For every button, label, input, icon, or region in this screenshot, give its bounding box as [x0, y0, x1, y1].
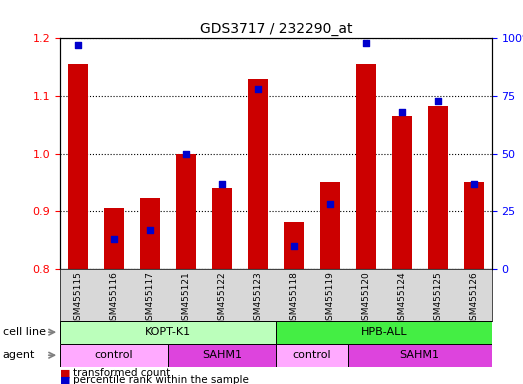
Text: GSM455122: GSM455122	[218, 271, 226, 326]
Bar	[428, 106, 448, 269]
Text: GSM455121: GSM455121	[181, 271, 190, 326]
Point	[254, 86, 262, 92]
Bar	[68, 65, 88, 269]
Bar	[140, 198, 160, 269]
Text: transformed count: transformed count	[73, 368, 170, 378]
Text: GSM455117: GSM455117	[145, 271, 154, 326]
Text: control: control	[95, 350, 133, 360]
Point	[218, 180, 226, 187]
Text: GSM455126: GSM455126	[469, 271, 478, 326]
Text: SAHM1: SAHM1	[400, 350, 440, 360]
Bar	[60, 321, 276, 344]
Point	[74, 42, 82, 48]
Text: cell line: cell line	[3, 327, 46, 337]
Text: SAHM1: SAHM1	[202, 350, 242, 360]
Text: KOPT-K1: KOPT-K1	[145, 327, 191, 337]
Point	[397, 109, 406, 115]
Point	[110, 236, 118, 242]
Text: GSM455123: GSM455123	[254, 271, 263, 326]
Text: ■: ■	[60, 375, 71, 384]
Text: GSM455115: GSM455115	[74, 271, 83, 326]
Text: GSM455124: GSM455124	[397, 271, 406, 326]
Title: GDS3717 / 232290_at: GDS3717 / 232290_at	[200, 22, 352, 36]
Bar	[348, 344, 492, 367]
Bar	[212, 188, 232, 269]
Point	[182, 151, 190, 157]
Point	[146, 227, 154, 233]
Bar	[276, 344, 348, 367]
Text: percentile rank within the sample: percentile rank within the sample	[73, 375, 249, 384]
Bar	[356, 65, 376, 269]
Point	[290, 243, 298, 249]
Text: GSM455118: GSM455118	[289, 271, 298, 326]
Bar	[60, 344, 168, 367]
Point	[470, 180, 478, 187]
Bar	[276, 321, 492, 344]
Text: GSM455116: GSM455116	[110, 271, 119, 326]
Text: agent: agent	[3, 350, 35, 360]
Text: GSM455120: GSM455120	[361, 271, 370, 326]
Bar	[248, 79, 268, 269]
Point	[434, 98, 442, 104]
Point	[326, 201, 334, 207]
Bar	[320, 182, 340, 269]
Text: GSM455119: GSM455119	[325, 271, 334, 326]
Bar	[284, 222, 304, 269]
Bar	[168, 344, 276, 367]
Text: GSM455125: GSM455125	[433, 271, 442, 326]
Bar	[176, 154, 196, 269]
Text: ■: ■	[60, 368, 71, 378]
Bar	[392, 116, 412, 269]
Bar	[104, 209, 124, 269]
Text: control: control	[292, 350, 331, 360]
Bar	[464, 182, 484, 269]
Point	[361, 40, 370, 46]
Text: HPB-ALL: HPB-ALL	[360, 327, 407, 337]
